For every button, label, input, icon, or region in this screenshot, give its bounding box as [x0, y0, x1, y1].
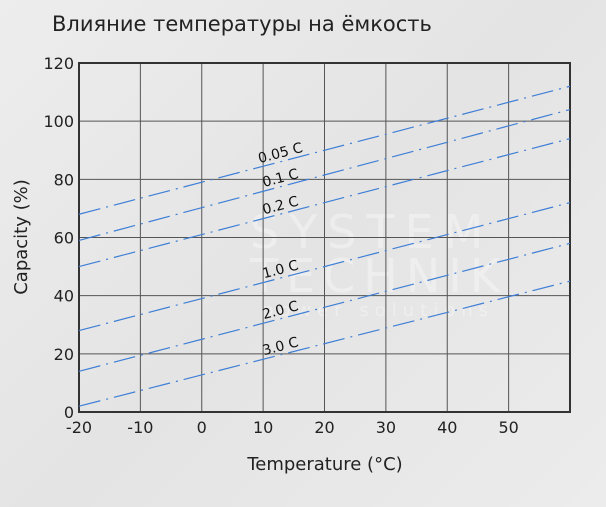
x-tick-label: -10 [127, 418, 153, 437]
y-tick-label: 80 [54, 170, 74, 189]
y-tick-label: 100 [43, 112, 74, 131]
x-axis-label: Temperature (°C) [246, 454, 402, 475]
series-label: 3.0 C [261, 334, 301, 359]
series-line [78, 202, 571, 332]
series-label: 0.05 C [257, 140, 305, 167]
x-tick-label: 20 [314, 418, 334, 437]
x-tick-label: 10 [253, 418, 273, 437]
watermark-logo: SYSTEM TECHNIK power solutions [249, 205, 500, 321]
y-axis-label: Capacity (%) [11, 179, 32, 295]
svg-text:SYSTEM: SYSTEM [250, 205, 493, 259]
svg-text:power solutions: power solutions [262, 300, 494, 321]
series-line [78, 242, 571, 372]
x-tick-label: -20 [66, 418, 92, 437]
y-tick-label: 60 [54, 229, 74, 248]
x-tick-label: 40 [437, 418, 457, 437]
x-tick-label: 0 [197, 418, 207, 437]
chart-title: Влияние температуры на ёмкость [52, 12, 432, 36]
plot-frame [78, 62, 571, 413]
y-tick-label: 40 [54, 287, 74, 306]
y-tick-label: 20 [54, 345, 74, 364]
series-line [78, 108, 571, 241]
x-tick-label: 50 [498, 418, 518, 437]
y-tick-label: 0 [64, 403, 74, 422]
series-line [78, 138, 571, 268]
x-tick-label: 30 [376, 418, 396, 437]
y-tick-label: 120 [43, 54, 74, 73]
series-line [78, 85, 571, 215]
series-line [78, 280, 571, 407]
